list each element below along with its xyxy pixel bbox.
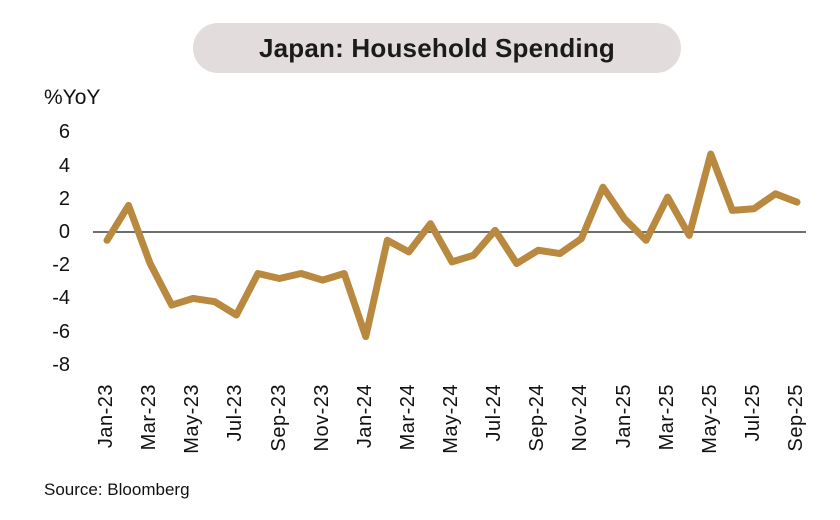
chart-title: Japan: Household Spending: [258, 32, 615, 63]
x-tick-label: Mar-24: [396, 384, 419, 451]
x-tick-label: Jan-25: [612, 384, 635, 449]
y-axis-unit-label: %YoY: [44, 86, 101, 109]
x-tick-label: May-23: [181, 384, 204, 454]
y-tick-label: 6: [58, 121, 70, 144]
source-note: Source: Bloomberg: [44, 480, 190, 499]
y-tick-label: 2: [58, 187, 70, 210]
x-tick-label: Jul-25: [741, 384, 764, 442]
x-tick-label: Nov-23: [310, 384, 333, 452]
x-tick-label: Sep-23: [267, 384, 290, 452]
y-tick-label: -8: [52, 353, 70, 376]
y-tick-label: 4: [58, 154, 70, 177]
x-tick-label: Jan-23: [95, 384, 117, 449]
y-tick-label: -6: [52, 320, 70, 343]
x-tick-label: Nov-24: [569, 384, 592, 452]
chart-title-pill: Japan: Household Spending: [193, 23, 681, 73]
x-tick-label: Sep-25: [785, 384, 807, 452]
x-tick-label: Jul-24: [483, 384, 506, 442]
x-tick-label: Jan-24: [353, 384, 376, 449]
y-tick-label: -4: [52, 287, 70, 310]
x-tick-label: Jul-23: [224, 384, 247, 442]
x-tick-label: Mar-23: [138, 384, 161, 451]
y-tick-label: 0: [58, 221, 70, 243]
x-tick-label: May-25: [698, 384, 721, 454]
spending-line-series: [103, 150, 801, 341]
y-tick-label: -2: [52, 254, 70, 277]
x-tick-label: Sep-24: [526, 384, 549, 452]
x-tick-label: May-24: [440, 384, 462, 454]
x-tick-label: Mar-25: [655, 384, 678, 451]
